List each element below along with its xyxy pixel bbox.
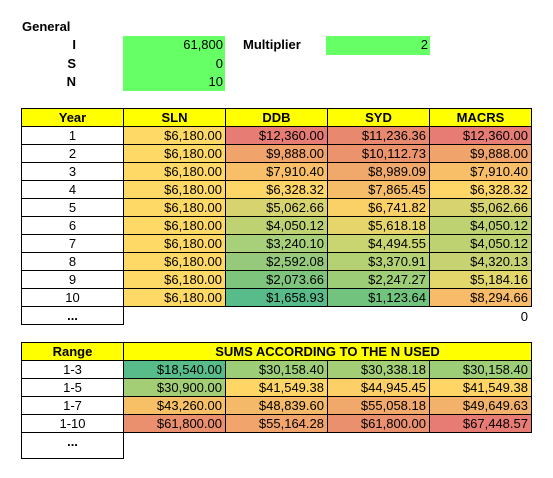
sum-cell[interactable]: $67,448.57 (429, 414, 532, 433)
value-cell[interactable]: $6,180.00 (123, 288, 226, 307)
value-cell[interactable]: $9,888.00 (225, 144, 328, 163)
value-cell[interactable]: $12,360.00 (429, 126, 532, 145)
sum-cell[interactable]: $30,338.18 (327, 360, 430, 379)
year-cell[interactable]: 1 (21, 126, 124, 145)
value-cell[interactable]: $8,989.09 (327, 162, 430, 181)
value-cell[interactable]: $2,073.66 (225, 270, 328, 289)
trailing-value: 0 (520, 309, 528, 324)
range-cell[interactable]: 1-3 (21, 360, 124, 379)
header-macrs: MACRS (429, 108, 532, 127)
value-cell[interactable]: $6,180.00 (123, 162, 226, 181)
value-cell[interactable]: $5,062.66 (429, 198, 532, 217)
year-ellipsis-cell[interactable]: ... (21, 306, 124, 325)
year-cell[interactable]: 4 (21, 180, 124, 199)
input-i[interactable]: 61,800 (123, 36, 225, 55)
value-cell[interactable]: $5,184.16 (429, 270, 532, 289)
input-s[interactable]: 0 (123, 55, 225, 73)
value-cell[interactable]: $6,180.00 (123, 180, 226, 199)
value-cell[interactable]: $12,360.00 (225, 126, 328, 145)
year-cell[interactable]: 9 (21, 270, 124, 289)
value-cell[interactable]: $6,180.00 (123, 234, 226, 253)
header-sums: SUMS ACCORDING TO THE N USED (123, 342, 532, 361)
header-range: Range (21, 342, 124, 361)
value-cell[interactable]: $7,910.40 (429, 162, 532, 181)
value-cell[interactable]: $2,247.27 (327, 270, 430, 289)
value-cell[interactable]: $11,236.36 (327, 126, 430, 145)
value-cell[interactable]: $6,180.00 (123, 126, 226, 145)
value-cell[interactable]: $4,320.13 (429, 252, 532, 271)
value-cell[interactable]: $5,618.18 (327, 216, 430, 235)
year-cell[interactable]: 7 (21, 234, 124, 253)
value-cell[interactable]: $6,180.00 (123, 216, 226, 235)
sum-cell[interactable]: $43,260.00 (123, 396, 226, 415)
range-ellipsis-cell[interactable]: ... (21, 432, 124, 459)
multiplier-label: Multiplier (243, 37, 301, 52)
header-syd: SYD (327, 108, 430, 127)
value-cell[interactable]: $1,658.93 (225, 288, 328, 307)
header-ddb: DDB (225, 108, 328, 127)
value-cell[interactable]: $4,050.12 (429, 216, 532, 235)
sum-cell[interactable]: $41,549.38 (429, 378, 532, 397)
sum-cell[interactable]: $30,158.40 (225, 360, 328, 379)
sum-cell[interactable]: $30,158.40 (429, 360, 532, 379)
year-cell[interactable]: 10 (21, 288, 124, 307)
value-cell[interactable]: $7,865.45 (327, 180, 430, 199)
value-cell[interactable]: $2,592.08 (225, 252, 328, 271)
label-s: S (67, 56, 76, 71)
sum-cell[interactable]: $41,549.38 (225, 378, 328, 397)
year-cell[interactable]: 2 (21, 144, 124, 163)
sum-cell[interactable]: $49,649.63 (429, 396, 532, 415)
value-cell[interactable]: $6,328.32 (429, 180, 532, 199)
value-cell[interactable]: $4,050.12 (429, 234, 532, 253)
range-cell[interactable]: 1-7 (21, 396, 124, 415)
value-cell[interactable]: $6,180.00 (123, 252, 226, 271)
year-cell[interactable]: 6 (21, 216, 124, 235)
year-cell[interactable]: 8 (21, 252, 124, 271)
label-i: I (72, 37, 76, 52)
year-cell[interactable]: 3 (21, 162, 124, 181)
header-year: Year (21, 108, 124, 127)
sum-cell[interactable]: $44,945.45 (327, 378, 430, 397)
range-cell[interactable]: 1-10 (21, 414, 124, 433)
value-cell[interactable]: $8,294.66 (429, 288, 532, 307)
general-title: General (22, 19, 71, 34)
year-cell[interactable]: 5 (21, 198, 124, 217)
label-n: N (66, 74, 76, 89)
value-cell[interactable]: $3,240.10 (225, 234, 328, 253)
value-cell[interactable]: $1,123.64 (327, 288, 430, 307)
sum-cell[interactable]: $55,058.18 (327, 396, 430, 415)
value-cell[interactable]: $3,370.91 (327, 252, 430, 271)
sum-cell[interactable]: $48,839.60 (225, 396, 328, 415)
sum-cell[interactable]: $61,800.00 (123, 414, 226, 433)
value-cell[interactable]: $9,888.00 (429, 144, 532, 163)
value-cell[interactable]: $4,050.12 (225, 216, 328, 235)
input-n[interactable]: 10 (123, 73, 225, 91)
value-cell[interactable]: $6,741.82 (327, 198, 430, 217)
value-cell[interactable]: $7,910.40 (225, 162, 328, 181)
range-cell[interactable]: 1-5 (21, 378, 124, 397)
value-cell[interactable]: $5,062.66 (225, 198, 328, 217)
value-cell[interactable]: $10,112.73 (327, 144, 430, 163)
sum-cell[interactable]: $61,800.00 (327, 414, 430, 433)
sum-cell[interactable]: $18,540.00 (123, 360, 226, 379)
header-sln: SLN (123, 108, 226, 127)
value-cell[interactable]: $6,180.00 (123, 198, 226, 217)
value-cell[interactable]: $6,180.00 (123, 270, 226, 289)
value-cell[interactable]: $6,328.32 (225, 180, 328, 199)
sum-cell[interactable]: $30,900.00 (123, 378, 226, 397)
value-cell[interactable]: $4,494.55 (327, 234, 430, 253)
multiplier-input[interactable]: 2 (326, 36, 430, 55)
sum-cell[interactable]: $55,164.28 (225, 414, 328, 433)
value-cell[interactable]: $6,180.00 (123, 144, 226, 163)
